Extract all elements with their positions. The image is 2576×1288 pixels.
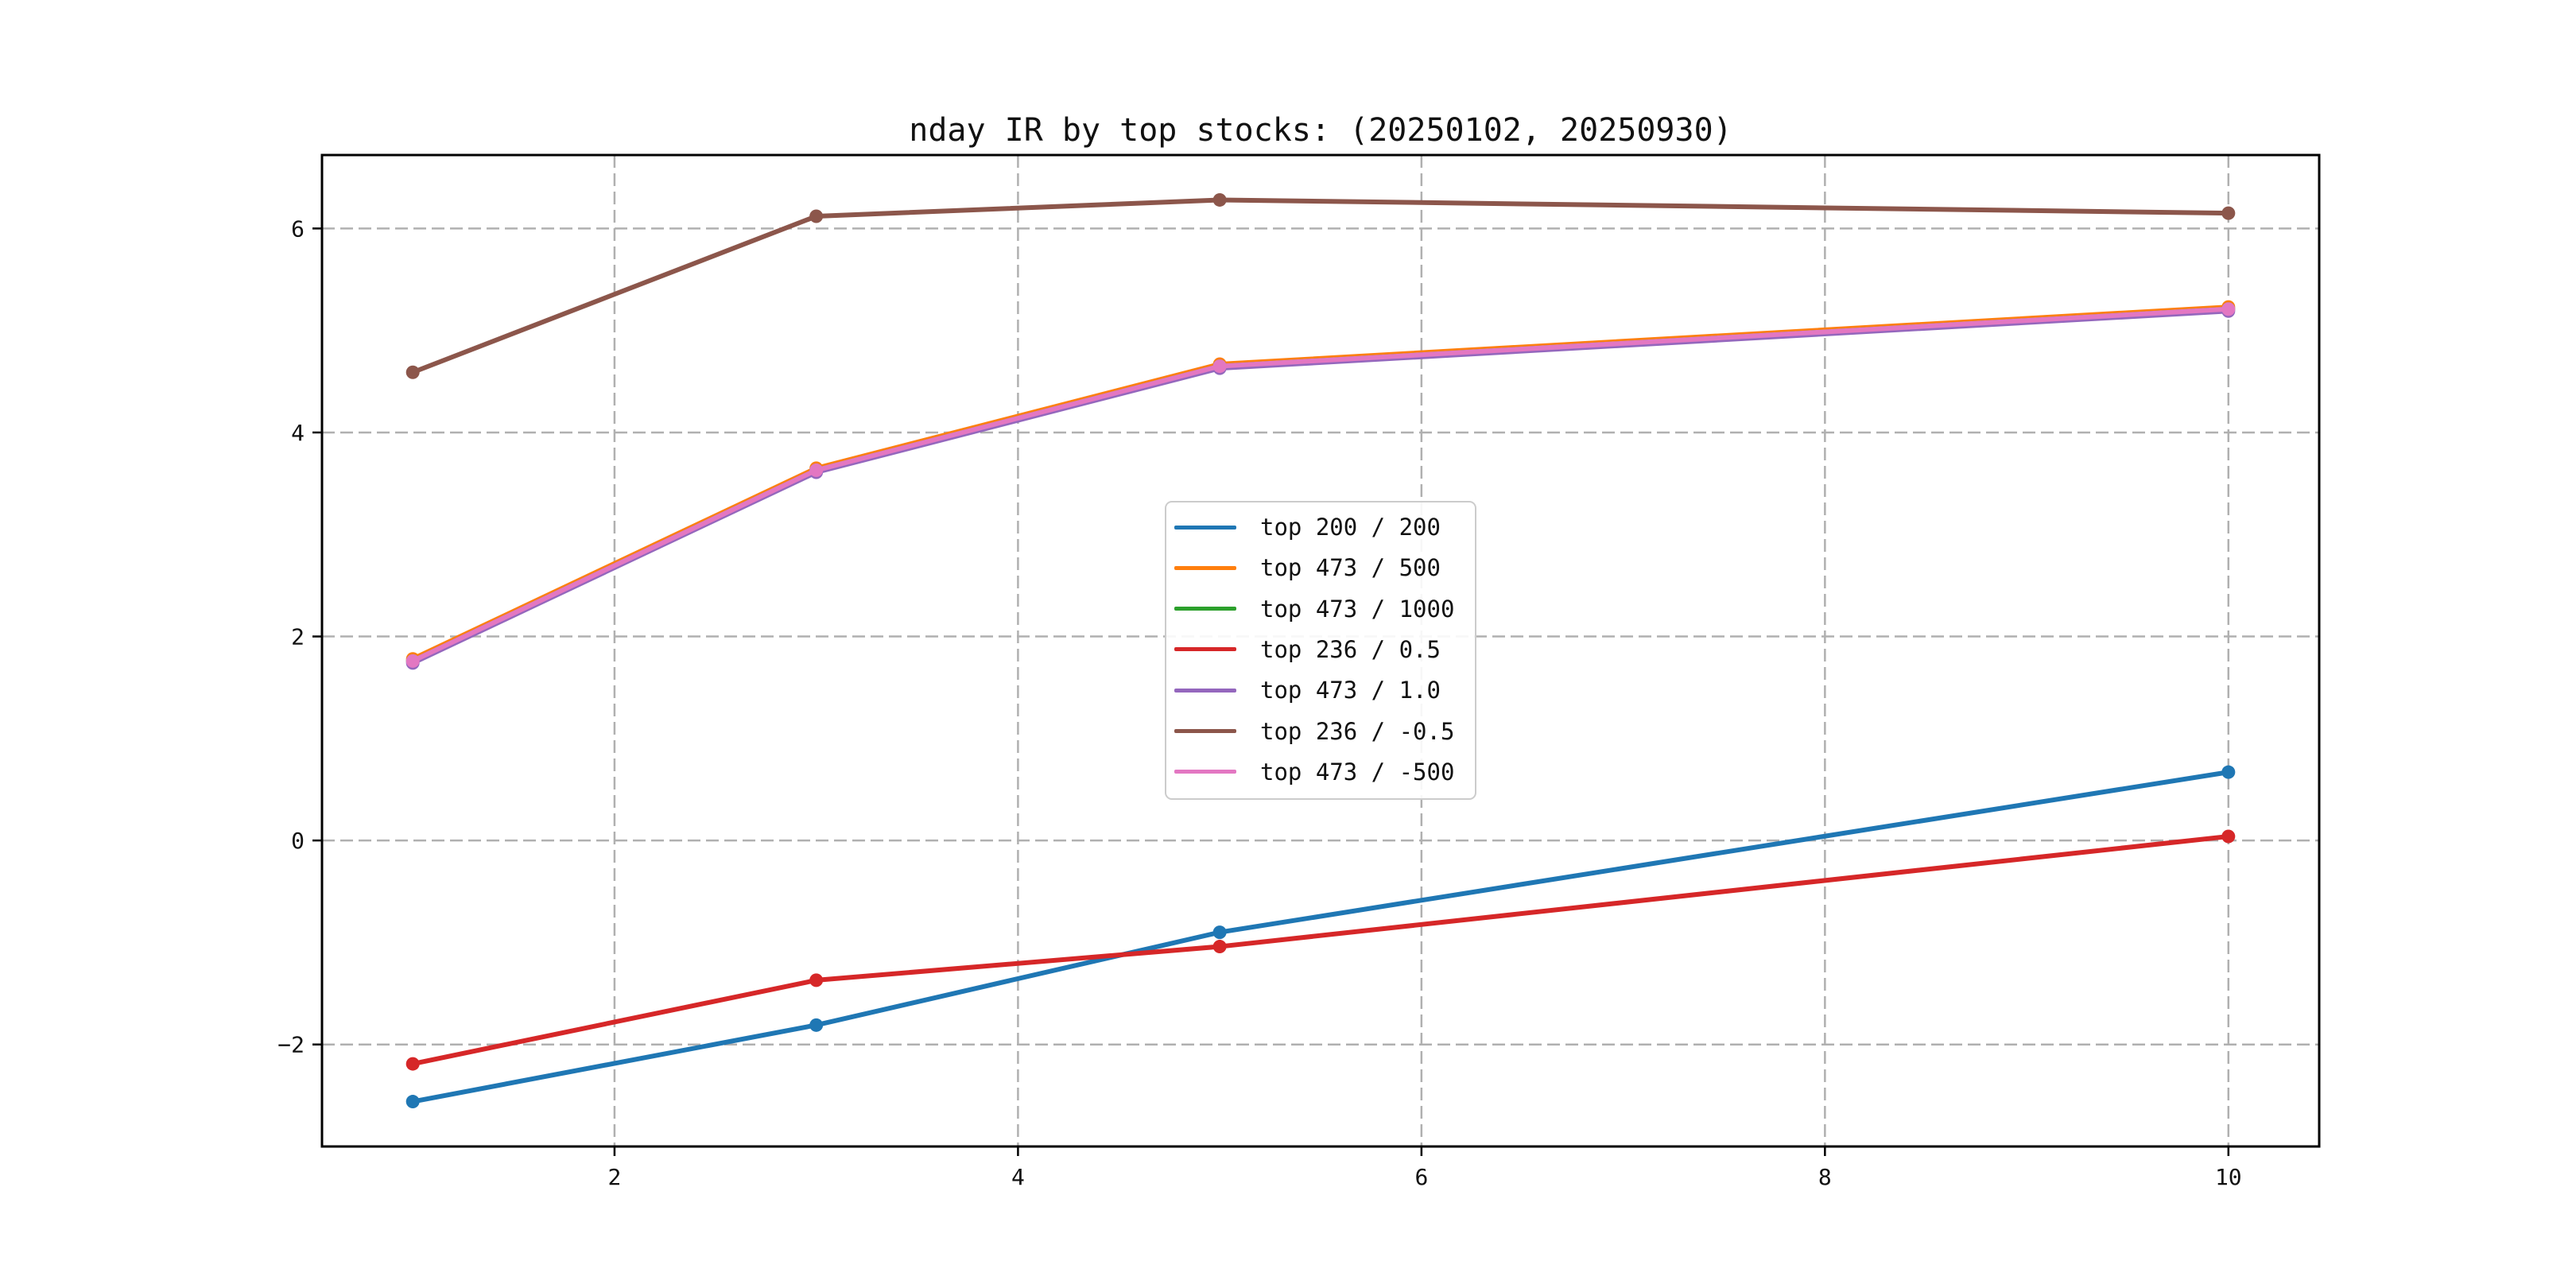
- y-tick-label: 0: [291, 828, 305, 854]
- data-point: [1212, 359, 1227, 374]
- legend: top 200 / 200 top 473 / 500 top 473 / 1000…: [1165, 501, 1476, 800]
- legend-line-sample: [1174, 525, 1236, 530]
- legend-label: top 473 / -500: [1260, 758, 1455, 786]
- chart-title: nday IR by top stocks: (20250102, 202509…: [909, 112, 1732, 149]
- legend-line-sample: [1174, 647, 1236, 652]
- legend-item: top 473 / 1.0: [1174, 677, 1468, 704]
- data-point: [405, 1057, 420, 1071]
- data-point: [2221, 206, 2236, 220]
- x-tick-label: 4: [1011, 1164, 1025, 1190]
- legend-item: top 236 / 0.5: [1174, 636, 1468, 663]
- y-tick-label: 4: [291, 420, 305, 446]
- data-point: [405, 654, 420, 668]
- legend-label: top 473 / 1.0: [1260, 677, 1441, 704]
- data-point: [809, 973, 824, 987]
- legend-item: top 473 / -500: [1174, 758, 1468, 786]
- data-point: [405, 365, 420, 379]
- data-point: [1212, 192, 1227, 207]
- legend-line-sample: [1174, 729, 1236, 734]
- data-point: [2221, 765, 2236, 779]
- series-line-4: [410, 833, 2231, 1067]
- series-line-1: [410, 770, 2231, 1104]
- series-line-6: [410, 197, 2231, 375]
- y-tick-label: 2: [291, 624, 305, 650]
- legend-label: top 200 / 200: [1260, 514, 1441, 541]
- data-point: [809, 463, 824, 477]
- legend-line-sample: [1174, 688, 1236, 692]
- data-point: [1212, 940, 1227, 954]
- legend-item: top 473 / 500: [1174, 554, 1468, 581]
- x-tick-label: 2: [607, 1164, 621, 1190]
- legend-item: top 200 / 200: [1174, 514, 1468, 541]
- data-point: [2221, 302, 2236, 316]
- legend-label: top 473 / 1000: [1260, 595, 1455, 623]
- axes-frame: [320, 153, 2321, 1148]
- series-line-7: [410, 306, 2231, 664]
- data-point: [809, 209, 824, 223]
- legend-item: top 236 / -0.5: [1174, 718, 1468, 745]
- x-tick-label: 6: [1414, 1164, 1428, 1190]
- legend-label: top 473 / 500: [1260, 554, 1441, 582]
- legend-line-sample: [1174, 770, 1236, 774]
- y-tick-label: 6: [291, 215, 305, 242]
- data-point: [405, 1095, 420, 1109]
- y-tick-label: −2: [277, 1032, 305, 1058]
- data-point: [1212, 925, 1227, 940]
- legend-item: top 473 / 1000: [1174, 596, 1468, 623]
- data-point: [2221, 829, 2236, 844]
- legend-line-sample: [1174, 565, 1236, 570]
- x-tick-label: 10: [2215, 1164, 2242, 1190]
- legend-line-sample: [1174, 607, 1236, 611]
- legend-label: top 236 / 0.5: [1260, 635, 1441, 663]
- x-tick-label: 8: [1818, 1164, 1832, 1190]
- legend-label: top 236 / -0.5: [1260, 717, 1455, 745]
- data-point: [809, 1018, 824, 1032]
